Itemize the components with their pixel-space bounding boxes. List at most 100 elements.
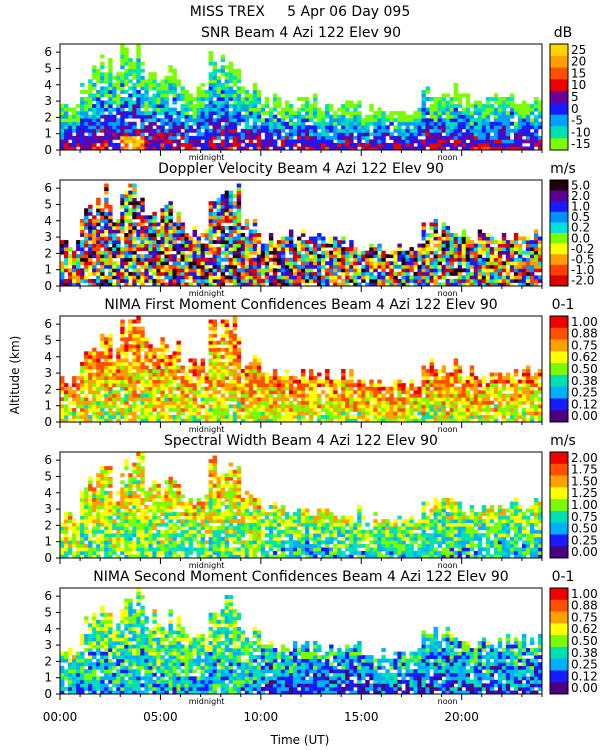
heatmap-cell xyxy=(64,404,69,409)
heatmap-cell xyxy=(421,225,426,230)
heatmap-cell xyxy=(208,142,214,147)
heatmap-cell xyxy=(493,97,499,101)
heatmap-cell xyxy=(156,233,161,237)
heatmap-cell xyxy=(517,257,523,262)
heatmap-cell xyxy=(288,278,294,283)
heatmap-cell xyxy=(120,275,125,280)
heatmap-cell xyxy=(80,365,85,370)
heatmap-cell xyxy=(489,104,495,108)
heatmap-cell xyxy=(232,261,238,266)
heatmap-cell xyxy=(220,369,226,373)
heatmap-cell xyxy=(381,125,386,130)
heatmap-cell xyxy=(401,397,406,402)
heatmap-cell xyxy=(441,240,446,244)
heatmap-cell xyxy=(341,146,346,151)
heatmap-cell xyxy=(192,250,197,255)
heatmap-cell xyxy=(296,254,302,259)
heatmap-cell xyxy=(152,79,157,84)
heatmap-cell xyxy=(252,118,258,123)
heatmap-cell xyxy=(240,100,246,105)
heatmap-cell xyxy=(232,271,238,276)
heatmap-cell xyxy=(228,146,234,151)
heatmap-cell xyxy=(256,233,262,237)
heatmap-cell xyxy=(433,233,438,237)
heatmap-cell xyxy=(525,254,531,259)
heatmap-cell xyxy=(341,383,346,388)
heatmap-cell xyxy=(164,369,169,373)
heatmap-cell xyxy=(116,111,121,116)
heatmap-cell xyxy=(84,261,89,266)
heatmap-cell xyxy=(116,383,121,388)
heatmap-cell xyxy=(301,261,306,266)
heatmap-cell xyxy=(156,100,161,105)
heatmap-cell xyxy=(208,383,214,388)
heatmap-cell xyxy=(152,418,157,423)
heatmap-cell xyxy=(385,400,390,405)
heatmap-cell xyxy=(321,254,326,259)
heatmap-cell xyxy=(88,233,93,237)
heatmap-cell xyxy=(188,104,193,108)
heatmap-cell xyxy=(537,278,543,283)
heatmap-cell xyxy=(112,250,117,255)
heatmap-cell xyxy=(325,268,330,273)
heatmap-cell xyxy=(353,268,358,273)
heatmap-cell xyxy=(124,47,129,52)
heatmap-cell xyxy=(172,118,177,123)
heatmap-cell xyxy=(88,236,93,241)
heatmap-cell xyxy=(333,261,338,266)
heatmap-cell xyxy=(445,250,451,255)
heatmap-cell xyxy=(317,282,322,287)
heatmap-cell xyxy=(60,418,65,423)
heatmap-cell xyxy=(292,411,298,416)
heatmap-cell xyxy=(164,104,169,108)
heatmap-cell xyxy=(80,114,85,119)
heatmap-cell xyxy=(457,282,463,287)
heatmap-cell xyxy=(489,146,495,151)
heatmap-cell xyxy=(176,397,181,402)
heatmap-cell xyxy=(537,257,543,262)
heatmap-cell xyxy=(148,404,153,409)
heatmap-cell xyxy=(284,107,290,112)
heatmap-cell xyxy=(224,386,230,391)
heatmap-cell xyxy=(212,390,218,395)
heatmap-cell xyxy=(349,379,354,384)
heatmap-cell xyxy=(212,128,218,133)
heatmap-cell xyxy=(397,383,402,388)
heatmap-cell xyxy=(88,243,93,248)
heatmap-cell xyxy=(136,75,141,80)
panel-1: SNR Beam 4 Azi 122 Elev 90 dB0123456midni… xyxy=(44,25,590,162)
heatmap-cell xyxy=(232,114,238,119)
heatmap-cell xyxy=(128,379,133,384)
heatmap-cell xyxy=(244,236,250,241)
heatmap-cell xyxy=(152,107,157,112)
heatmap-cell xyxy=(325,282,330,287)
heatmap-cell xyxy=(176,132,181,137)
heatmap-cell xyxy=(477,271,483,276)
heatmap-cell xyxy=(96,358,101,363)
heatmap-cell xyxy=(329,414,334,419)
heatmap-cell xyxy=(349,135,354,140)
heatmap-cell xyxy=(260,125,266,130)
heatmap-cell xyxy=(196,369,201,373)
heatmap-cell xyxy=(160,111,165,116)
heatmap-cell xyxy=(421,261,426,266)
heatmap-cell xyxy=(337,275,342,280)
heatmap-cell xyxy=(325,369,330,373)
heatmap-cell xyxy=(188,358,193,363)
heatmap-cell xyxy=(268,247,274,252)
heatmap-cell xyxy=(248,233,254,237)
heatmap-cell xyxy=(60,240,65,244)
heatmap-cell xyxy=(349,104,354,108)
heatmap-cell xyxy=(264,247,270,252)
heatmap-cell xyxy=(240,233,246,237)
heatmap-cell xyxy=(104,75,109,80)
heatmap-cell xyxy=(140,369,145,373)
heatmap-cell xyxy=(321,236,326,241)
heatmap-cell xyxy=(80,271,85,276)
heatmap-cell xyxy=(80,243,85,248)
heatmap-cell xyxy=(357,275,362,280)
heatmap-cell xyxy=(132,379,137,384)
heatmap-cell xyxy=(136,247,141,252)
heatmap-cell xyxy=(413,128,418,133)
heatmap-cell xyxy=(321,111,326,116)
